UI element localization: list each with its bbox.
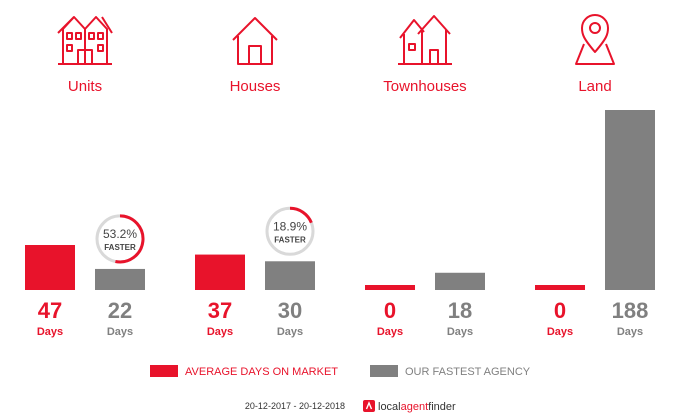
legend: AVERAGE DAYS ON MARKET OUR FASTEST AGENC… [150,365,531,378]
brand-logo: localagentfinder [363,400,456,413]
category-label-land: Land [578,78,611,95]
legend-label-average: AVERAGE DAYS ON MARKET [185,366,338,378]
legend-swatch-agency [370,365,398,377]
badge-percent: 18.9% [273,219,307,233]
unit-land-average: Days [547,326,573,338]
faster-badge-units: 53.2% FASTER [95,214,145,264]
value-houses-agency: 30 [278,298,302,323]
legend-swatch-average [150,365,178,377]
unit-units-agency: Days [107,326,133,338]
bar-houses-agency [265,261,315,290]
bar-houses-average [195,254,245,290]
unit-houses-agency: Days [277,326,303,338]
value-land-agency: 188 [612,298,649,323]
house-icon [232,17,278,65]
bar-land-agency [605,110,655,290]
unit-units-average: Days [37,326,63,338]
badge-ring-progress [115,214,145,264]
value-townhouses-average: 0 [384,298,396,323]
bar-units-average [25,245,75,290]
category-label-houses: Houses [230,78,281,95]
units-building-icon [57,16,113,65]
unit-townhouses-average: Days [377,326,403,338]
badge-label: FASTER [274,235,306,244]
bar-land-average [535,285,585,290]
badge-label: FASTER [104,243,136,252]
unit-land-agency: Days [617,326,643,338]
brand-logo-mark-icon [363,400,375,412]
value-units-average: 47 [38,298,62,323]
value-houses-average: 37 [208,298,232,323]
category-label-units: Units [68,78,102,95]
bar-townhouses-average [365,285,415,290]
unit-houses-average: Days [207,326,233,338]
category-label-townhouses: Townhouses [383,78,466,95]
unit-townhouses-agency: Days [447,326,473,338]
faster-badge-houses: 18.9% FASTER [265,206,315,256]
faster-badges-group: 53.2% FASTER 18.9% FASTER [95,206,315,264]
townhouses-icon [398,15,452,65]
value-labels-group: 47 Days 22 Days 37 Days 30 Days 0 Days 18 Days 0 Days… [37,298,649,338]
brand-wordmark: localagentfinder [378,401,456,413]
legend-label-agency: OUR FASTEST AGENCY [405,366,531,378]
bars-group [25,110,655,290]
date-range: 20-12-2017 - 20-12-2018 [245,401,345,411]
bar-units-agency [95,268,145,290]
map-pin-icon [575,14,615,65]
badge-ring-progress [289,206,313,224]
value-townhouses-agency: 18 [448,298,472,323]
badge-percent: 53.2% [103,227,137,241]
bar-townhouses-agency [435,272,485,290]
value-units-agency: 22 [108,298,132,323]
value-land-average: 0 [554,298,566,323]
